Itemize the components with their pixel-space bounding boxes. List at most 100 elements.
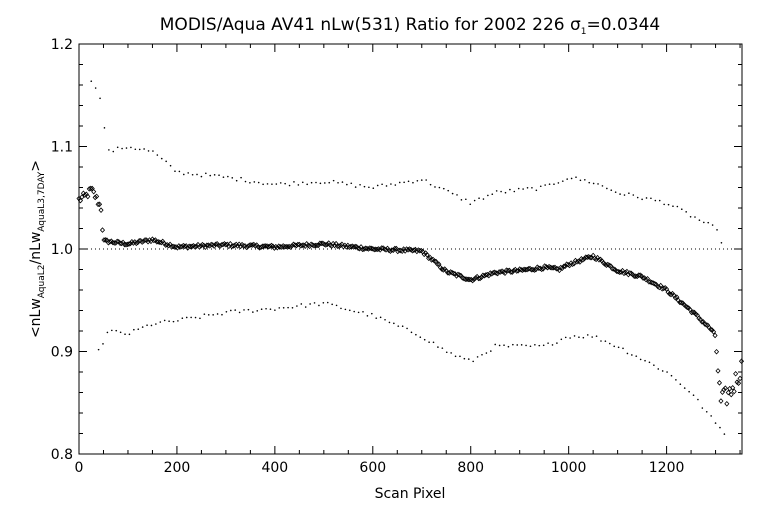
envelope-point: [357, 311, 360, 314]
data-point: [321, 241, 327, 248]
envelope-point: [557, 182, 560, 184]
data-point: [530, 266, 536, 273]
data-point: [267, 243, 273, 250]
data-point: [619, 267, 626, 274]
envelope-point: [485, 352, 488, 354]
envelope-point: [667, 203, 670, 206]
envelope-point: [94, 87, 97, 89]
data-point: [154, 239, 160, 245]
envelope-point: [578, 336, 580, 339]
envelope-point: [243, 309, 245, 311]
envelope-point: [326, 301, 329, 304]
envelope-point: [610, 189, 613, 192]
envelope-point: [344, 308, 347, 311]
data-point: [323, 242, 329, 248]
data-point: [121, 241, 128, 248]
envelope-point: [517, 187, 520, 190]
envelope-point: [296, 305, 298, 307]
envelope-point: [529, 345, 532, 348]
data-point: [386, 247, 392, 254]
x-axis-label: Scan Pixel: [375, 486, 446, 502]
series-lower-envelope: [97, 301, 726, 435]
data-point: [719, 389, 725, 395]
data-point: [684, 304, 690, 311]
envelope-point: [121, 147, 123, 150]
envelope-point: [604, 340, 607, 342]
envelope-point: [509, 188, 511, 191]
data-point: [333, 240, 339, 247]
envelope-point: [538, 344, 541, 347]
envelope-point: [500, 190, 502, 193]
y-axis: 0.8 0.9 1.0 1.1 1.2: [51, 37, 742, 463]
envelope-point: [438, 186, 441, 189]
envelope-point: [225, 310, 228, 313]
data-point: [98, 207, 104, 213]
envelope-point: [460, 199, 463, 201]
envelope-point: [663, 203, 665, 206]
envelope-point: [130, 146, 132, 149]
envelope-point: [622, 347, 624, 350]
envelope-point: [172, 320, 175, 323]
envelope-point: [106, 331, 109, 334]
data-point: [431, 258, 438, 264]
envelope-point: [441, 347, 444, 349]
data-point: [737, 375, 743, 382]
y-axis-label-mid: /nLw: [28, 232, 44, 265]
envelope-point: [472, 360, 474, 363]
envelope-point: [177, 320, 179, 322]
envelope-point: [147, 150, 150, 152]
envelope-point: [445, 351, 448, 354]
data-point: [711, 329, 717, 335]
x-tick-label: 200: [164, 460, 191, 476]
envelope-point: [579, 179, 582, 182]
envelope-point: [498, 344, 501, 347]
envelope-point: [657, 368, 660, 370]
envelope-point: [306, 183, 308, 186]
envelope-point: [238, 311, 241, 314]
envelope-point: [645, 197, 648, 199]
envelope-point: [213, 174, 216, 176]
data-point: [531, 267, 537, 273]
envelope-point: [403, 181, 405, 184]
envelope-point: [631, 354, 633, 356]
envelope-point: [293, 181, 295, 183]
data-point: [511, 267, 517, 274]
envelope-point: [570, 177, 573, 180]
envelope-point: [613, 345, 615, 348]
data-point: [314, 242, 320, 249]
envelope-point: [705, 410, 708, 413]
x-tick-label: 1200: [649, 460, 685, 476]
chart-title-main: MODIS/Aqua AV41 nLw(531) Ratio for 2002 …: [160, 15, 570, 35]
envelope-point: [661, 370, 664, 372]
envelope-point: [420, 179, 423, 181]
envelope-point: [632, 194, 635, 196]
envelope-point: [451, 192, 454, 195]
envelope-point: [676, 205, 679, 208]
data-point: [102, 237, 108, 243]
data-point: [227, 240, 233, 247]
envelope-point: [152, 150, 154, 152]
envelope-point: [566, 178, 568, 180]
data-point: [317, 240, 323, 247]
envelope-point: [150, 324, 153, 327]
envelope-point: [319, 182, 322, 185]
envelope-point: [450, 352, 452, 354]
envelope-point: [701, 407, 704, 409]
envelope-point: [288, 184, 291, 187]
envelope-point: [199, 317, 201, 320]
y-axis-label-close: >: [28, 160, 44, 172]
y-tick-label: 1.1: [51, 140, 73, 156]
data-point: [99, 227, 106, 233]
envelope-point: [617, 346, 620, 349]
envelope-point: [535, 189, 538, 192]
data-point: [216, 242, 222, 249]
data-point: [578, 256, 584, 262]
envelope-point: [124, 333, 126, 336]
envelope-point: [551, 344, 554, 346]
chart-title-sigma: σ: [570, 15, 581, 35]
envelope-point: [628, 192, 630, 194]
envelope-point: [575, 176, 577, 178]
data-point: [79, 194, 85, 200]
data-point: [329, 243, 335, 249]
